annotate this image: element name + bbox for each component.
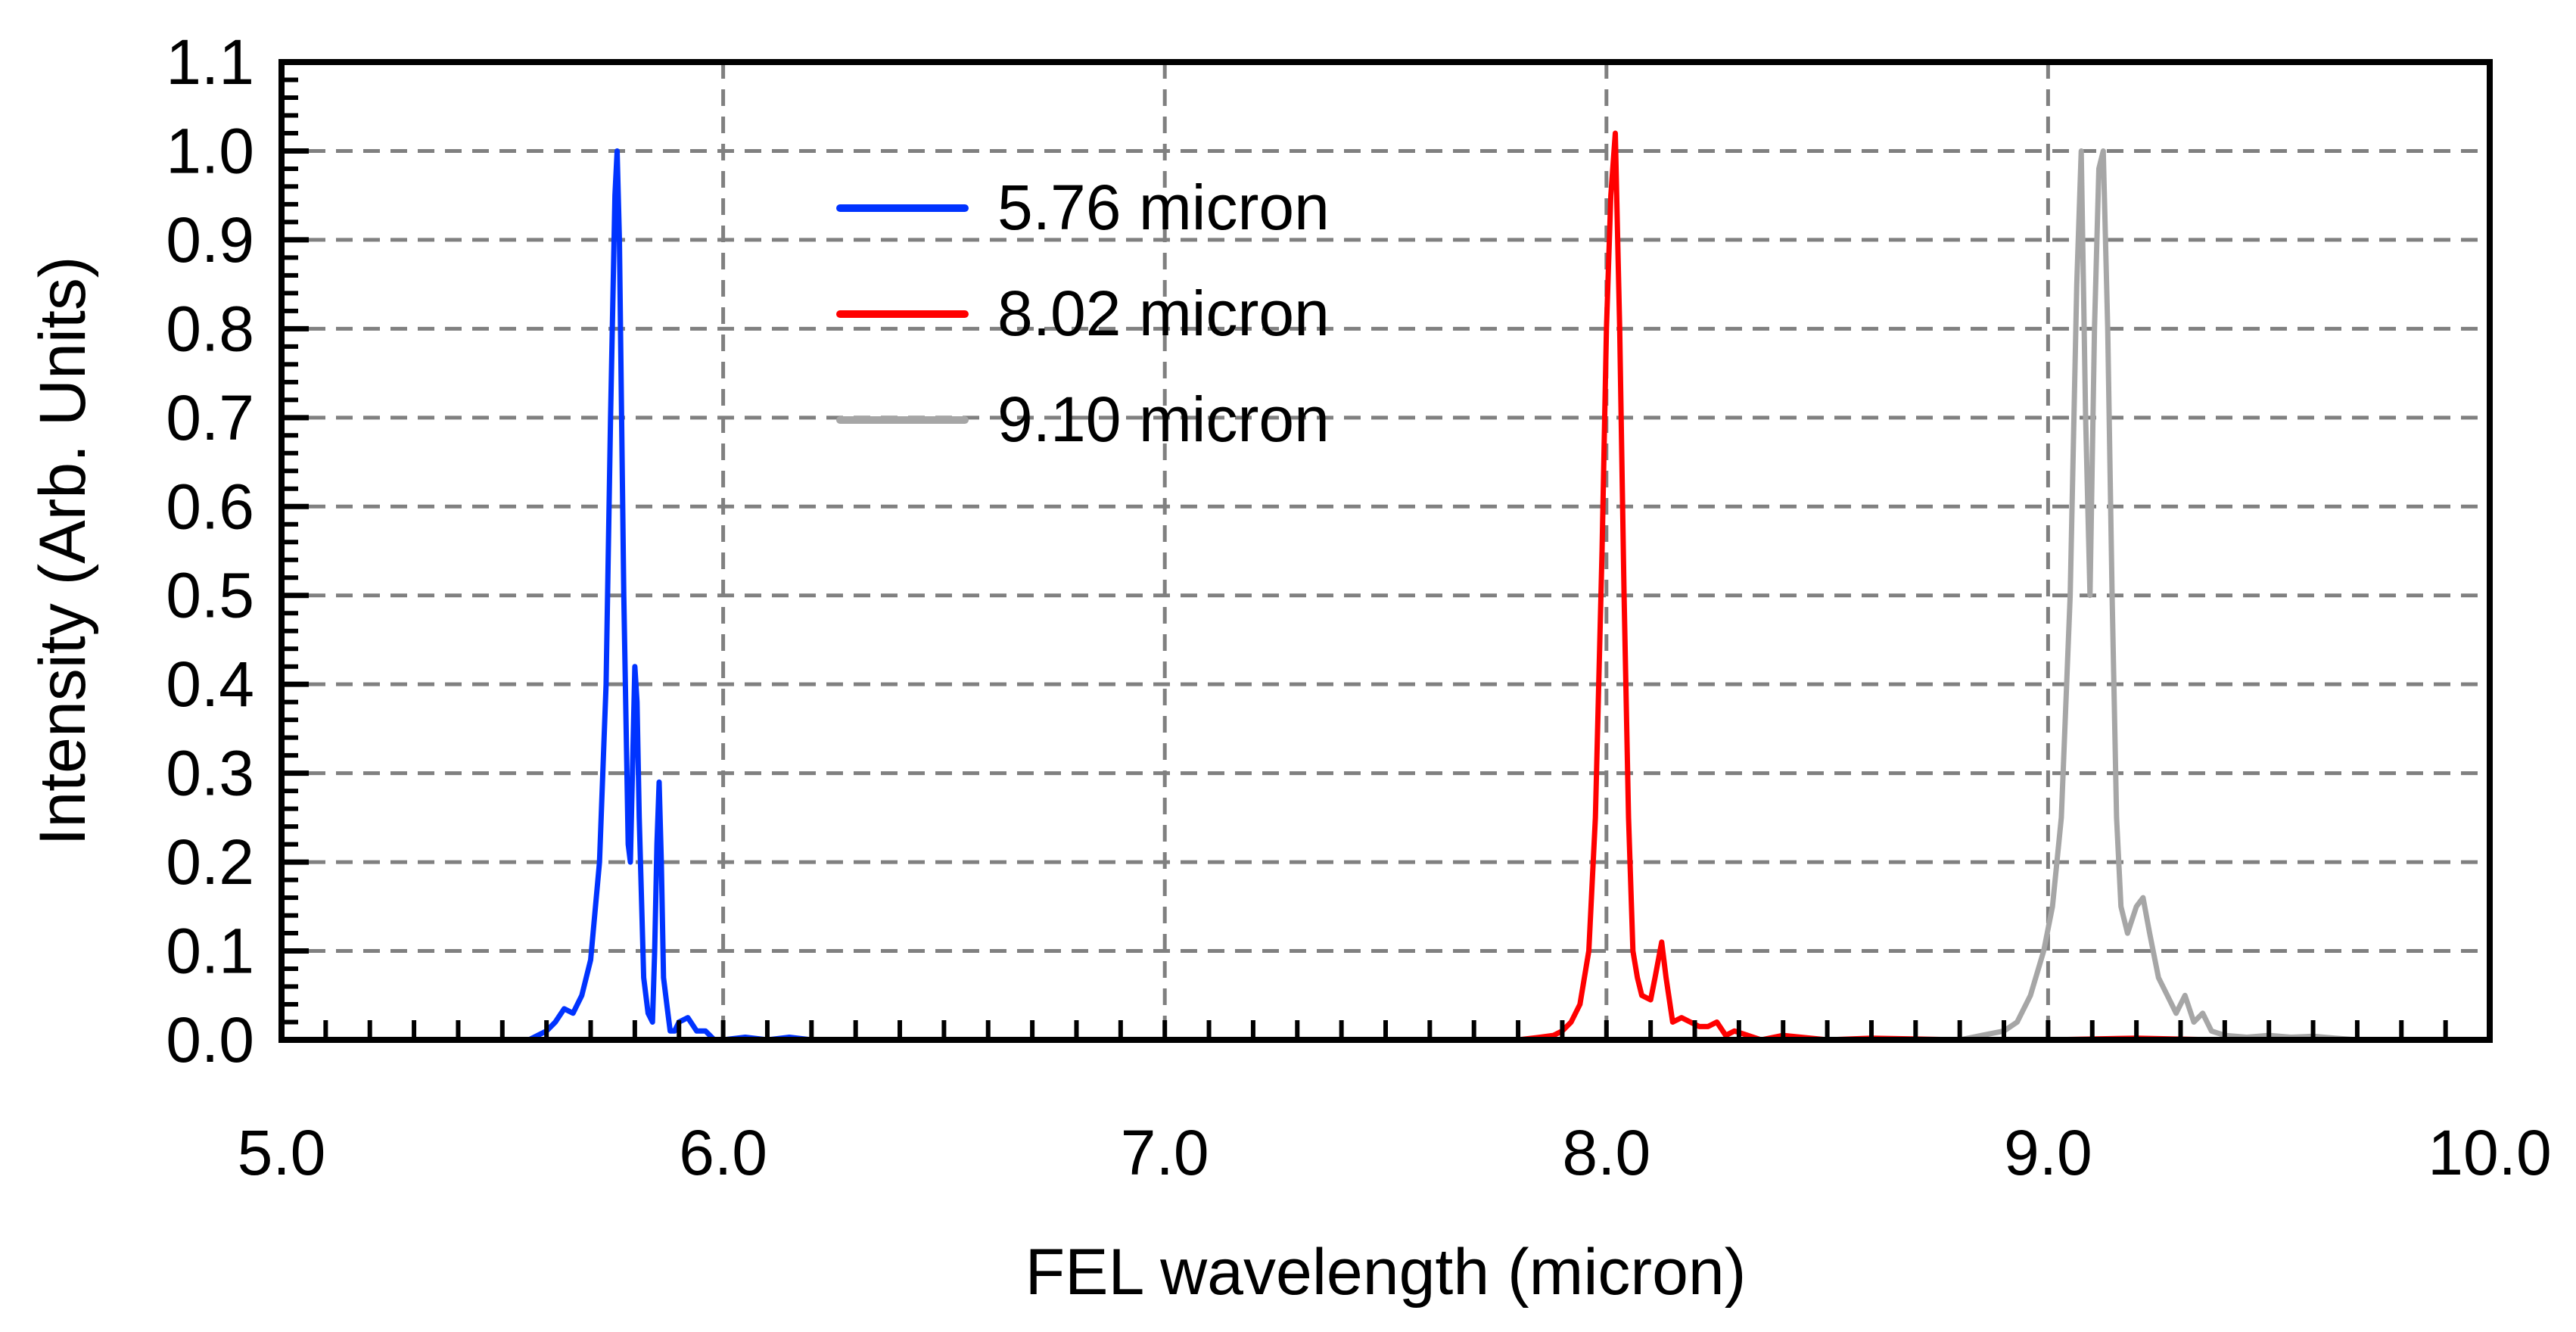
x-tick-label: 9.0 [2004, 1117, 2092, 1188]
x-axis-title: FEL wavelength (micron) [1025, 1236, 1747, 1309]
axis-ticks [282, 59, 2448, 1043]
y-tick-label: 0.3 [166, 738, 254, 809]
y-tick-label: 0.4 [166, 649, 254, 720]
x-tick-label: 7.0 [1121, 1117, 1209, 1188]
grid [282, 62, 2490, 1040]
x-tick-label: 10.0 [2428, 1117, 2552, 1188]
y-tick-label: 0.2 [166, 826, 254, 898]
y-axis-title: Intensity (Arb. Units) [26, 257, 99, 846]
legend-label-2: 8.02 micron [997, 278, 1330, 349]
y-tick-label: 0.7 [166, 382, 254, 453]
y-tick-label: 0.5 [166, 560, 254, 631]
series-line-1 [526, 148, 841, 1043]
y-tick-label: 1.0 [166, 115, 254, 186]
legend: 5.76 micron 8.02 micron 9.10 micron [836, 172, 1330, 455]
legend-label-3: 9.10 micron [997, 384, 1330, 455]
x-tick-label: 8.0 [1562, 1117, 1650, 1188]
y-tick-label: 1.1 [166, 26, 254, 98]
y-tick-label: 0.0 [166, 1004, 254, 1075]
legend-label-1: 5.76 micron [997, 172, 1330, 243]
y-tick-label: 0.8 [166, 293, 254, 364]
x-tick-label: 5.0 [238, 1117, 326, 1188]
y-tick-label: 0.6 [166, 471, 254, 542]
y-tick-label: 0.9 [166, 204, 254, 275]
y-tick-label: 0.1 [166, 916, 254, 987]
x-tick-label: 6.0 [679, 1117, 767, 1188]
axis-labels: 5.0 6.0 7.0 8.0 9.0 10.0 0.0 0.1 0.2 0.3 0.4 0.5 0.6… [26, 26, 2552, 1309]
